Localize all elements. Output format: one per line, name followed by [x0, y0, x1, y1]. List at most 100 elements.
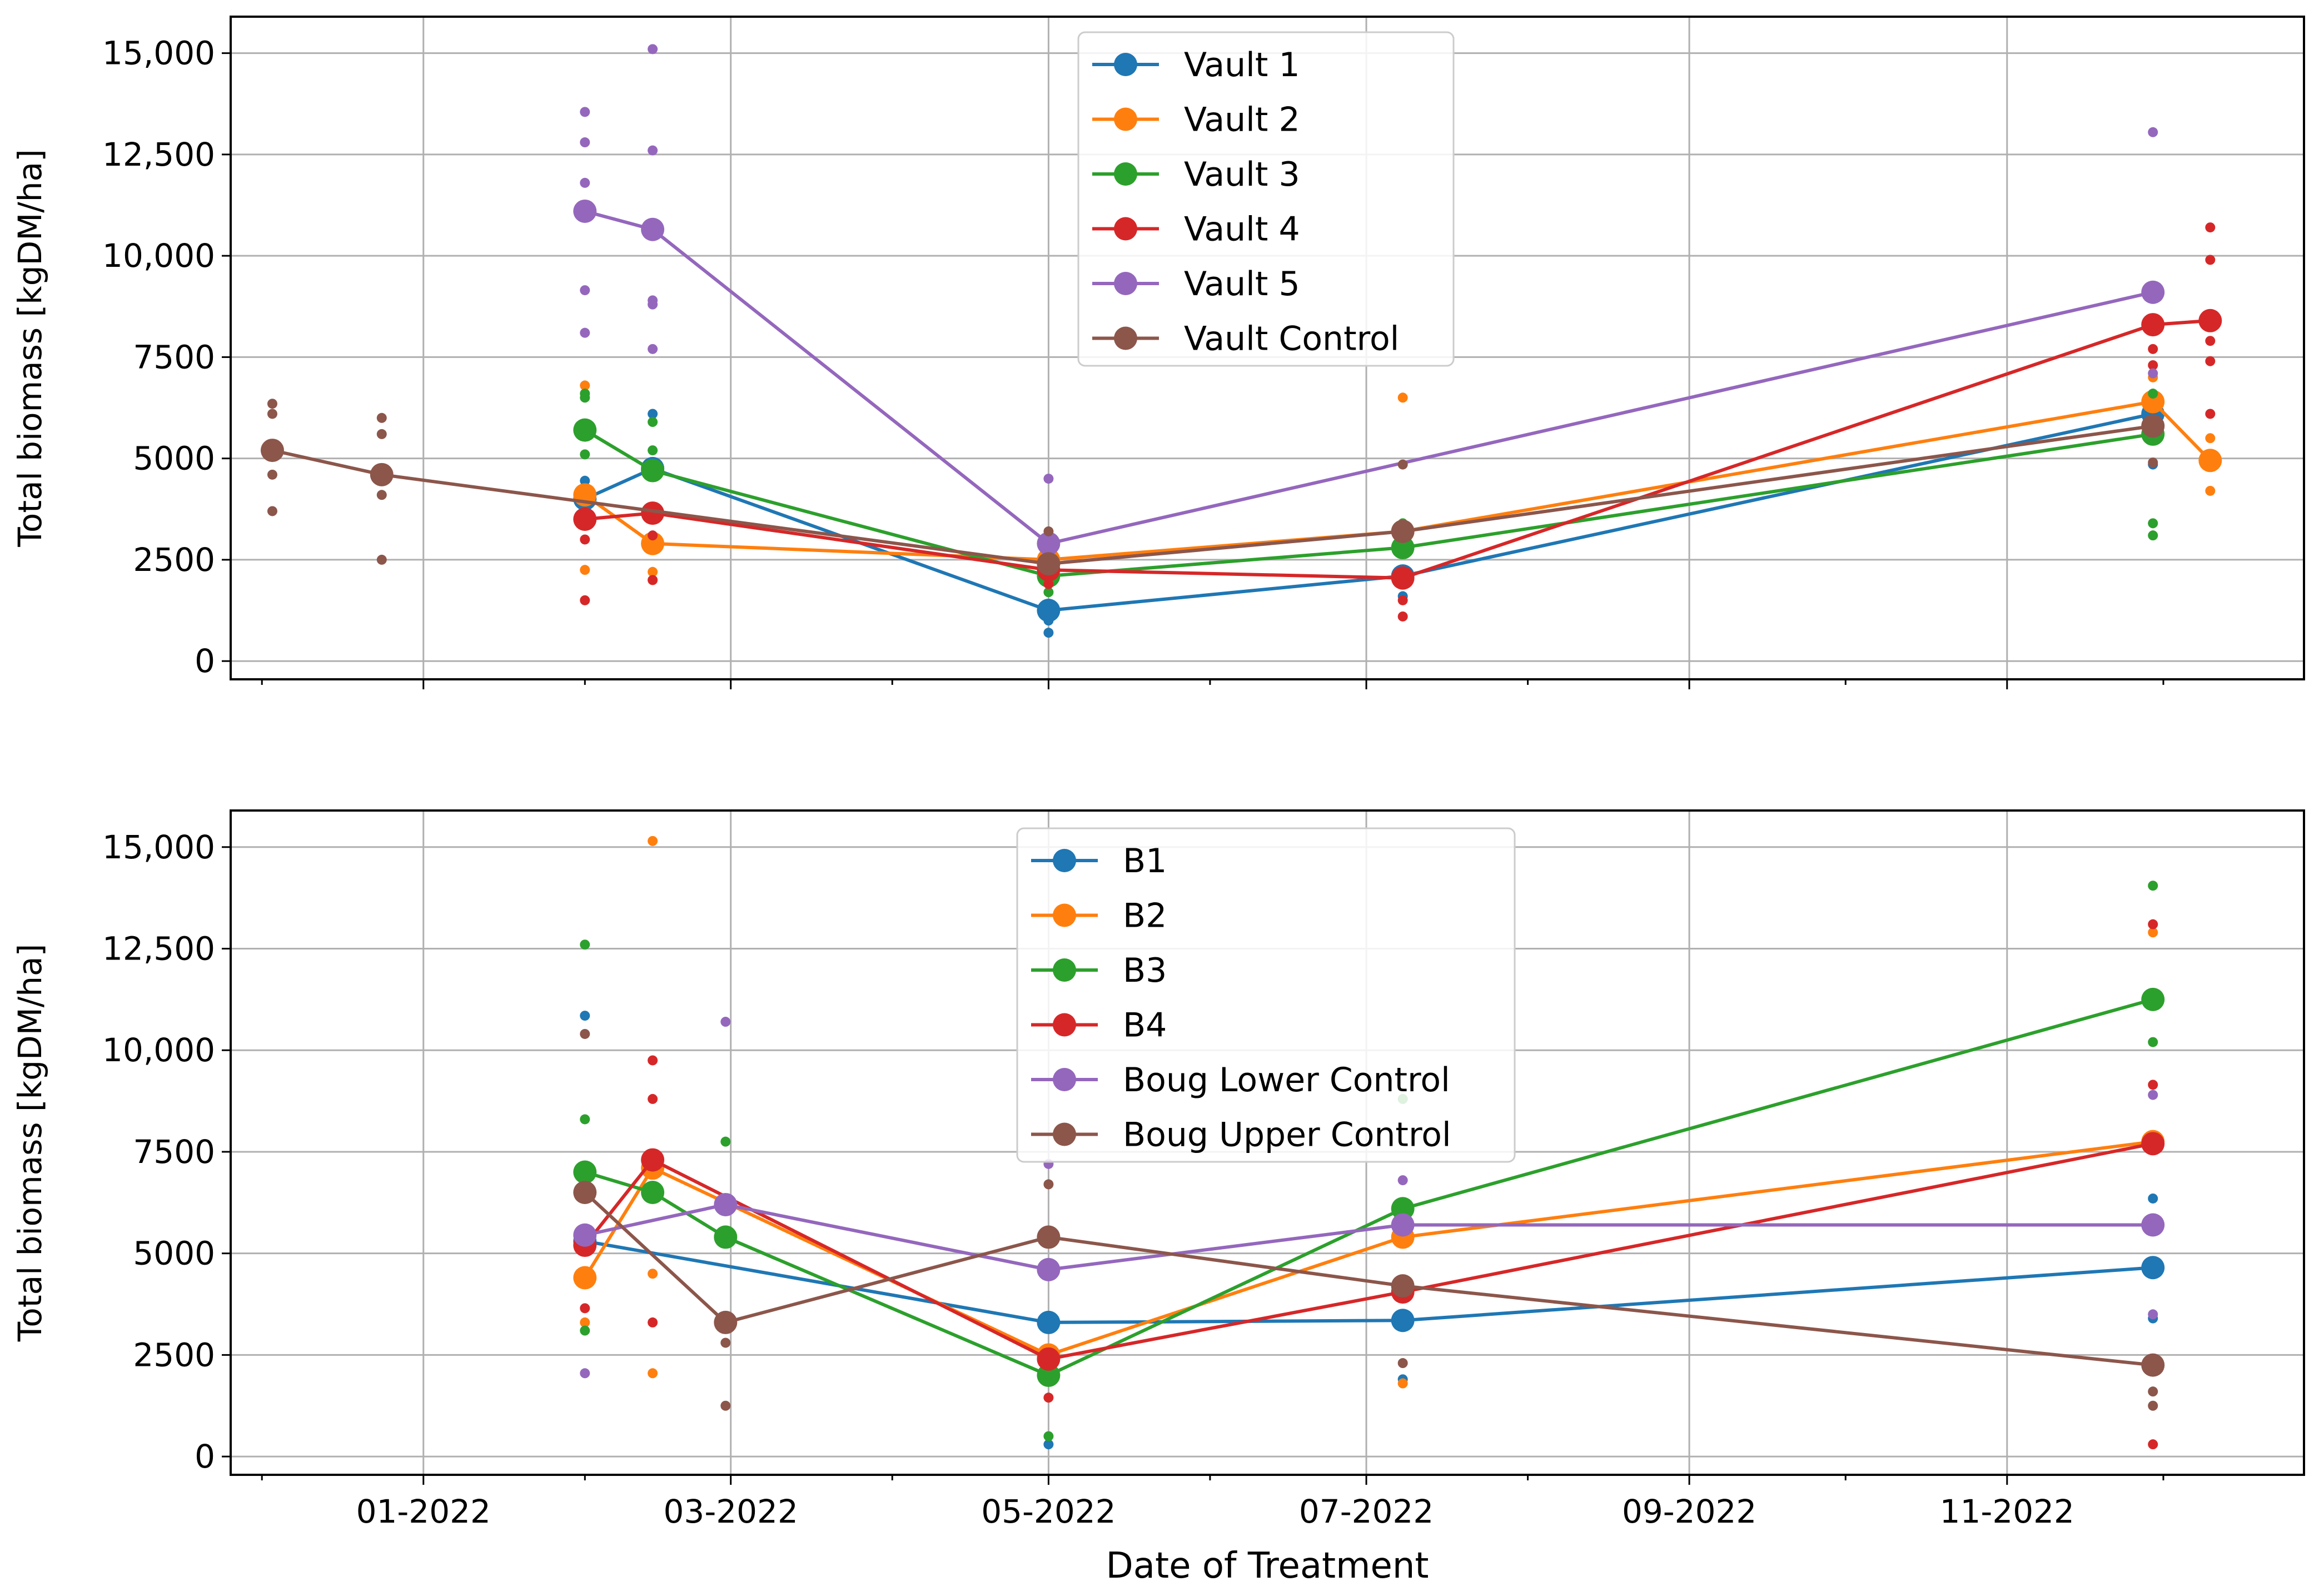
series-line	[584, 400, 2212, 561]
y-axis-label: Total biomass [kgDM/ha]	[11, 944, 49, 1342]
sample-point	[580, 939, 590, 950]
sample-point	[648, 1055, 658, 1066]
mean-point	[714, 1225, 738, 1249]
sample-point	[648, 1317, 658, 1327]
sample-point	[2148, 1090, 2158, 1100]
legend-marker	[1053, 1122, 1076, 1146]
sample-point	[1397, 392, 1408, 403]
sample-point	[2148, 919, 2158, 929]
sample-point	[648, 44, 658, 54]
mean-point	[714, 1192, 738, 1216]
sample-point	[2205, 255, 2216, 265]
legend-box	[1077, 31, 1455, 367]
sample-point	[720, 1136, 731, 1147]
legend-item: Vault 4	[1092, 210, 1300, 249]
chart-bottom-panel: 0 2500 5000 7500 10,000 12,500 15,000 01-2022 03…	[11, 809, 2305, 1530]
sample-point	[580, 285, 590, 296]
sample-point	[2148, 530, 2158, 541]
mean-point	[2141, 1256, 2165, 1280]
sample-point	[720, 1017, 731, 1027]
mean-point	[2198, 309, 2222, 332]
sample-point	[580, 595, 590, 605]
mean-point	[2141, 987, 2165, 1011]
mean-point	[1391, 1213, 1415, 1237]
legend-item: B3	[1031, 951, 1167, 990]
mean-point	[573, 1266, 597, 1290]
sample-point	[648, 409, 658, 419]
sample-point	[648, 575, 658, 585]
sample-point	[2148, 389, 2158, 399]
plot-frame	[230, 809, 2305, 1476]
legend-marker	[1053, 1068, 1076, 1091]
mean-point	[641, 1181, 665, 1205]
y-tick-label: 0	[195, 642, 215, 680]
y-tick-label: 5000	[133, 1235, 215, 1272]
sample-point	[580, 534, 590, 545]
sample-point	[2148, 360, 2158, 370]
mean-point	[573, 508, 597, 531]
mean-point	[641, 217, 665, 241]
sample-point	[2148, 127, 2158, 137]
sample-point	[648, 1093, 658, 1104]
sample-point	[2148, 457, 2158, 468]
mean-point	[1037, 1310, 1061, 1334]
mean-point	[641, 501, 665, 525]
sample-point	[2148, 927, 2158, 938]
sample-point	[580, 327, 590, 338]
sample-point	[1043, 628, 1054, 638]
sample-point	[648, 836, 658, 846]
mean-point	[2141, 414, 2165, 438]
mean-point	[573, 1181, 597, 1205]
mean-point	[2141, 390, 2165, 414]
mean-point	[641, 531, 665, 555]
legend-box	[1016, 827, 1516, 1163]
sample-point	[2148, 344, 2158, 354]
mean-point	[1391, 519, 1415, 543]
sample-point	[2148, 1386, 2158, 1397]
sample-point	[2148, 1309, 2158, 1320]
legend-marker	[1114, 272, 1137, 295]
series-line	[584, 997, 2154, 1377]
mean-point	[1037, 1363, 1061, 1387]
mean-point	[2141, 280, 2165, 304]
sample-point	[1043, 474, 1054, 484]
y-tick-label: 0	[195, 1438, 215, 1475]
legend-item: Vault 2	[1092, 101, 1300, 140]
sample-point	[648, 530, 658, 541]
legend-item: Vault 1	[1092, 46, 1300, 84]
sample-point	[376, 412, 387, 423]
y-axis-label: Total biomass [kgDM/ha]	[11, 149, 49, 547]
sample-point	[580, 392, 590, 403]
mean-point	[2198, 449, 2222, 473]
sample-point	[2148, 881, 2158, 891]
axis-ticks: 0 2500 5000 7500 10,000 12,500 15,000 01-2022 03…	[102, 828, 2164, 1530]
mean-point	[260, 439, 284, 463]
sample-point	[720, 1338, 731, 1348]
mean-point	[1391, 1197, 1415, 1221]
legend-marker	[1114, 326, 1137, 350]
legend-label: Boug Upper Control	[1123, 1116, 1451, 1155]
sample-point	[648, 299, 658, 310]
mean-point	[714, 1310, 738, 1334]
sample-point	[580, 1368, 590, 1379]
sample-point	[580, 449, 590, 460]
sample-point	[2148, 518, 2158, 529]
sample-point	[648, 566, 658, 577]
axis-ticks: 0 2500 5000 7500 10,000 12,500 15,000	[102, 34, 2164, 689]
y-tick-label: 7500	[133, 338, 215, 376]
sample-point	[1043, 1393, 1054, 1403]
legend: B1 B2 B3 B4 Boug Lower Control Boug Upper Con…	[1016, 827, 1516, 1163]
sample-point	[580, 1011, 590, 1021]
mean-point	[1391, 1309, 1415, 1333]
sample-point	[267, 506, 277, 516]
mean-point	[1391, 566, 1415, 590]
sample-point	[580, 177, 590, 188]
series-layer	[260, 44, 2222, 638]
sample-point	[2205, 356, 2216, 366]
sample-point	[580, 475, 590, 486]
y-tick-label: 15,000	[102, 828, 215, 866]
legend-label: B2	[1123, 897, 1167, 936]
legend-label: Vault 3	[1184, 155, 1300, 194]
sample-point	[580, 137, 590, 148]
sample-point	[2148, 1037, 2158, 1047]
